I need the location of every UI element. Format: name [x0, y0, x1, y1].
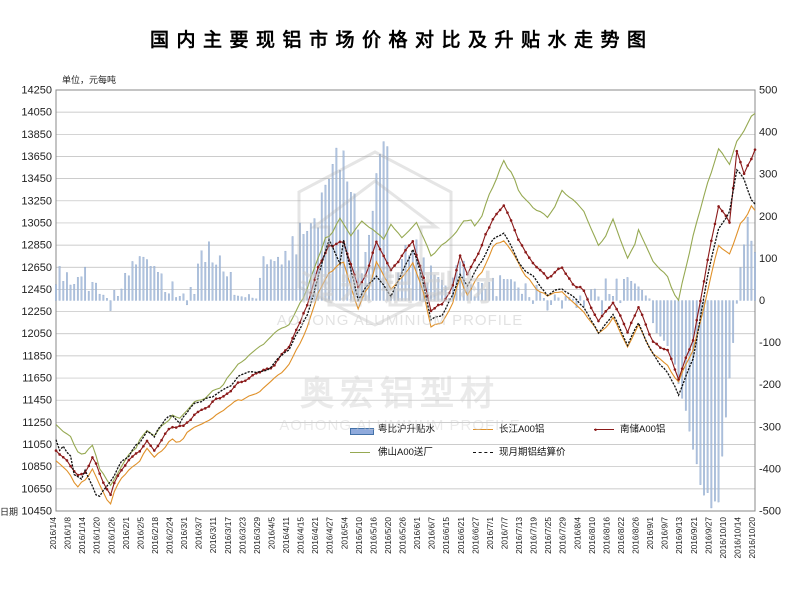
- svg-text:200: 200: [759, 211, 777, 223]
- svg-text:2016/2/24: 2016/2/24: [165, 517, 175, 554]
- svg-text:2016/4/21: 2016/4/21: [310, 517, 320, 554]
- svg-text:2016/1/4: 2016/1/4: [48, 517, 58, 550]
- svg-text:2016/6/15: 2016/6/15: [441, 517, 451, 554]
- svg-text:2016/9/21: 2016/9/21: [689, 517, 699, 554]
- svg-text:400: 400: [759, 127, 777, 139]
- svg-text:-400: -400: [759, 463, 781, 475]
- svg-text:2016/2/5: 2016/2/5: [135, 517, 145, 550]
- svg-text:2016/2/1: 2016/2/1: [121, 517, 131, 550]
- svg-text:2016/1/14: 2016/1/14: [77, 517, 87, 554]
- svg-text:2016/6/1: 2016/6/1: [412, 517, 422, 550]
- svg-text:12450: 12450: [21, 284, 52, 296]
- svg-text:2016/4/5: 2016/4/5: [266, 517, 276, 550]
- svg-text:11250: 11250: [22, 417, 52, 429]
- svg-text:2016/8/4: 2016/8/4: [572, 517, 582, 550]
- svg-text:10850: 10850: [21, 461, 52, 473]
- svg-text:2016/3/23: 2016/3/23: [237, 517, 247, 554]
- svg-text:2016/10/20: 2016/10/20: [747, 517, 757, 559]
- svg-text:2016/10/14: 2016/10/14: [732, 517, 742, 559]
- svg-text:500: 500: [759, 85, 777, 97]
- svg-text:2016/6/7: 2016/6/7: [427, 517, 437, 550]
- svg-text:2016/5/16: 2016/5/16: [368, 517, 378, 554]
- svg-text:13450: 13450: [21, 173, 52, 185]
- svg-text:2016/10/10: 2016/10/10: [718, 517, 728, 559]
- svg-text:2016/9/13: 2016/9/13: [674, 517, 684, 554]
- svg-text:2016/8/10: 2016/8/10: [587, 517, 597, 554]
- svg-text:2016/8/22: 2016/8/22: [616, 517, 626, 554]
- svg-text:2016/5/26: 2016/5/26: [398, 517, 408, 554]
- svg-text:2016/6/27: 2016/6/27: [470, 517, 480, 554]
- svg-text:2016/7/29: 2016/7/29: [558, 517, 568, 554]
- svg-text:2016/3/1: 2016/3/1: [179, 517, 189, 550]
- svg-text:2016/1/8: 2016/1/8: [63, 517, 73, 550]
- svg-text:2016/7/7: 2016/7/7: [499, 517, 509, 550]
- svg-text:12050: 12050: [21, 328, 52, 340]
- svg-text:2016/5/20: 2016/5/20: [383, 517, 393, 554]
- svg-text:13250: 13250: [21, 195, 52, 207]
- svg-text:300: 300: [759, 169, 777, 181]
- svg-text:2016/2/18: 2016/2/18: [150, 517, 160, 554]
- svg-text:-200: -200: [759, 379, 781, 391]
- svg-text:-100: -100: [759, 337, 781, 349]
- svg-text:100: 100: [759, 253, 777, 265]
- svg-text:13850: 13850: [21, 129, 52, 141]
- svg-text:2016/6/21: 2016/6/21: [456, 517, 466, 554]
- svg-text:-300: -300: [759, 421, 781, 433]
- svg-text:2016/8/16: 2016/8/16: [601, 517, 611, 554]
- svg-text:2016/4/15: 2016/4/15: [296, 517, 306, 554]
- svg-text:2016/5/10: 2016/5/10: [354, 517, 364, 554]
- svg-text:14050: 14050: [21, 107, 52, 119]
- svg-text:11050: 11050: [22, 439, 52, 451]
- svg-text:12250: 12250: [21, 306, 52, 318]
- svg-text:2016/8/26: 2016/8/26: [631, 517, 641, 554]
- svg-text:2016/3/17: 2016/3/17: [223, 517, 233, 554]
- svg-text:2016/4/27: 2016/4/27: [325, 517, 335, 554]
- svg-text:12850: 12850: [21, 240, 52, 252]
- svg-text:2016/7/1: 2016/7/1: [485, 517, 495, 550]
- svg-text:2016/5/4: 2016/5/4: [339, 517, 349, 550]
- svg-text:2016/3/11: 2016/3/11: [208, 517, 218, 554]
- svg-text:2016/7/13: 2016/7/13: [514, 517, 524, 554]
- svg-text:11450: 11450: [22, 395, 52, 407]
- svg-text:2016/9/27: 2016/9/27: [703, 517, 713, 554]
- svg-text:10450: 10450: [21, 506, 52, 518]
- svg-text:2016/9/1: 2016/9/1: [645, 517, 655, 550]
- svg-text:12650: 12650: [21, 262, 52, 274]
- svg-text:2016/7/19: 2016/7/19: [529, 517, 539, 554]
- svg-text:13050: 13050: [21, 217, 52, 229]
- svg-text:2016/1/26: 2016/1/26: [106, 517, 116, 554]
- svg-text:14250: 14250: [21, 85, 52, 97]
- svg-text:2016/4/11: 2016/4/11: [281, 517, 291, 554]
- svg-text:2016/9/7: 2016/9/7: [660, 517, 670, 550]
- svg-text:2016/3/7: 2016/3/7: [194, 517, 204, 550]
- svg-text:11850: 11850: [22, 350, 52, 362]
- svg-text:10650: 10650: [21, 483, 52, 495]
- svg-text:11650: 11650: [22, 373, 52, 385]
- svg-text:2016/1/20: 2016/1/20: [92, 517, 102, 554]
- svg-text:13650: 13650: [21, 151, 52, 163]
- svg-text:0: 0: [759, 295, 765, 307]
- svg-text:-500: -500: [759, 506, 781, 518]
- svg-text:2016/7/25: 2016/7/25: [543, 517, 553, 554]
- svg-text:2016/3/29: 2016/3/29: [252, 517, 262, 554]
